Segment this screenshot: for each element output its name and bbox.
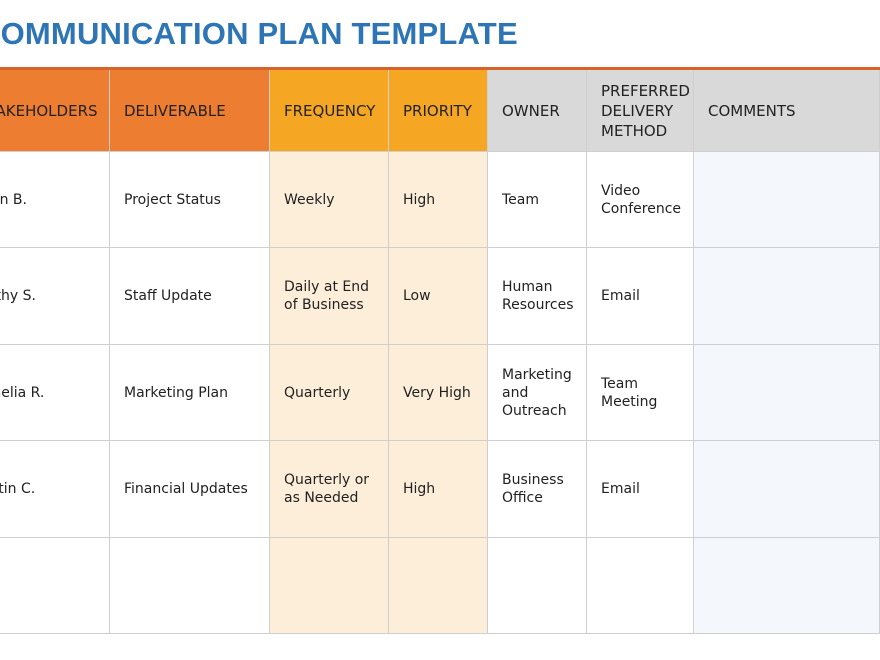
cell-delivery-method[interactable]: Video Conference <box>587 152 694 248</box>
cell-frequency[interactable]: Quarterly <box>270 345 389 441</box>
cell-stakeholders-text: Justin C. <box>0 481 36 497</box>
cell-comments[interactable] <box>694 248 880 345</box>
cell-owner[interactable]: Human Resources <box>488 248 587 345</box>
cell-priority-text: Very High <box>403 384 471 401</box>
cell-delivery-method[interactable]: Email <box>587 248 694 345</box>
cell-frequency-text: Daily at End of Business <box>284 279 369 313</box>
header-delivery-method-text: PREFERRED DELIVERY METHOD <box>601 81 690 140</box>
cell-delivery-method[interactable]: Team Meeting <box>587 345 694 441</box>
header-delivery-method: PREFERRED DELIVERY METHOD <box>587 70 694 152</box>
cell-delivery-method-text: Email <box>601 481 640 497</box>
cell-frequency[interactable]: Daily at End of Business <box>270 248 389 345</box>
cell-owner[interactable]: Team <box>488 152 587 248</box>
cell-priority-text: High <box>403 481 436 497</box>
cell-stakeholders-text: Amelia R. <box>0 384 45 401</box>
header-owner: OWNER <box>488 70 587 152</box>
cell-deliverable[interactable]: Marketing Plan <box>110 345 270 441</box>
cell-stakeholders-text: John B. <box>0 191 27 208</box>
cell-priority[interactable]: High <box>389 441 488 538</box>
cell-delivery-method-text: Team Meeting <box>601 375 658 410</box>
header-owner-text: OWNER <box>502 101 560 120</box>
cell-priority[interactable]: Very High <box>389 345 488 441</box>
cell-frequency-text: Weekly <box>284 191 335 208</box>
cell-frequency[interactable]: Quarterly or as Needed <box>270 441 389 538</box>
cell-owner-text: Marketing and Outreach <box>502 366 572 419</box>
cell-stakeholders-text: Kathy S. <box>0 288 36 304</box>
cell-deliverable-text: Project Status <box>124 191 221 208</box>
cell-delivery-method-text: Email <box>601 288 640 304</box>
cell-delivery-method[interactable]: Email <box>587 441 694 538</box>
cell-comments[interactable] <box>694 441 880 538</box>
cell-stakeholders[interactable]: Justin C. <box>0 441 110 538</box>
cell-frequency[interactable]: Weekly <box>270 152 389 248</box>
cell-priority[interactable]: Low <box>389 248 488 345</box>
header-comments: COMMENTS <box>694 70 880 152</box>
cell-deliverable[interactable]: Financial Updates <box>110 441 270 538</box>
cell-owner[interactable]: Marketing and Outreach <box>488 345 587 441</box>
page-title: COMMUNICATION PLAN TEMPLATE <box>0 16 518 51</box>
cell-deliverable-text: Staff Update <box>124 288 212 304</box>
cell-owner-text: Team <box>502 191 540 208</box>
header-deliverable-text: DELIVERABLE <box>124 101 226 120</box>
header-priority-text: PRIORITY <box>403 101 472 120</box>
cell-deliverable[interactable] <box>110 538 270 634</box>
cell-priority-text: High <box>403 191 436 208</box>
cell-deliverable[interactable]: Project Status <box>110 152 270 248</box>
header-stakeholders: STAKEHOLDERS <box>0 70 110 152</box>
cell-owner[interactable] <box>488 538 587 634</box>
header-stakeholders-text: STAKEHOLDERS <box>0 101 98 120</box>
header-priority: PRIORITY <box>389 70 488 152</box>
title-divider <box>0 67 880 70</box>
cell-stakeholders[interactable]: Kathy S. <box>0 248 110 345</box>
cell-priority[interactable]: High <box>389 152 488 248</box>
header-deliverable: DELIVERABLE <box>110 70 270 152</box>
cell-frequency-text: Quarterly or as Needed <box>284 472 370 506</box>
cell-frequency-text: Quarterly <box>284 384 351 401</box>
cell-owner[interactable]: Business Office <box>488 441 587 538</box>
cell-deliverable[interactable]: Staff Update <box>110 248 270 345</box>
cell-frequency[interactable] <box>270 538 389 634</box>
cell-delivery-method[interactable] <box>587 538 694 634</box>
cell-delivery-method-text: Video Conference <box>601 182 682 217</box>
cell-priority-text: Low <box>403 288 431 304</box>
cell-priority[interactable] <box>389 538 488 634</box>
header-frequency-text: FREQUENCY <box>284 101 376 120</box>
cell-deliverable-text: Marketing Plan <box>124 384 229 401</box>
cell-comments[interactable] <box>694 345 880 441</box>
header-frequency: FREQUENCY <box>270 70 389 152</box>
header-comments-text: COMMENTS <box>708 101 796 120</box>
cell-stakeholders[interactable]: John B. <box>0 152 110 248</box>
cell-stakeholders[interactable] <box>0 538 110 634</box>
cell-owner-text: Human Resources <box>502 279 574 313</box>
cell-owner-text: Business Office <box>502 472 564 506</box>
cell-deliverable-text: Financial Updates <box>124 481 248 497</box>
cell-comments[interactable] <box>694 152 880 248</box>
cell-stakeholders[interactable]: Amelia R. <box>0 345 110 441</box>
cell-comments[interactable] <box>694 538 880 634</box>
